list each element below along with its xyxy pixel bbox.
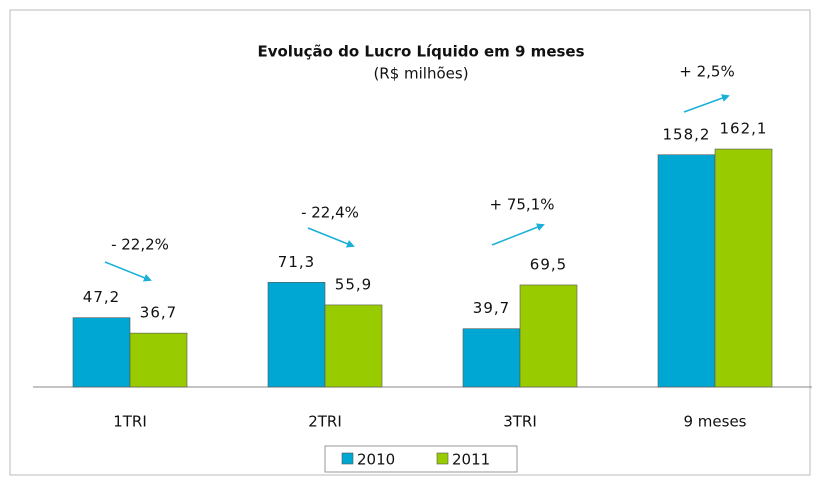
legend-box — [324, 445, 518, 473]
bar — [324, 304, 383, 388]
value-label: 162,1 — [720, 120, 768, 138]
bar — [267, 282, 326, 388]
value-label: 36,7 — [140, 304, 177, 322]
value-label: 71,3 — [278, 253, 315, 271]
bar — [462, 328, 521, 388]
arrow — [491, 223, 545, 246]
legend-swatch — [341, 452, 354, 465]
bar — [129, 332, 188, 388]
bar — [519, 284, 578, 388]
x-tick-label: 1TRI — [113, 413, 147, 431]
x-tick-label: 2TRI — [308, 413, 342, 431]
annotation: + 2,5% — [679, 63, 734, 81]
annotation: - 22,2% — [111, 236, 169, 254]
chart-frame — [9, 9, 811, 476]
bar — [714, 148, 773, 388]
bar — [657, 154, 716, 388]
chart-title: Evolução do Lucro Líquido em 9 meses — [257, 43, 584, 61]
x-tick-label: 3TRI — [503, 413, 537, 431]
value-label: 47,2 — [83, 288, 120, 306]
value-label: 55,9 — [335, 275, 372, 293]
value-label: 39,7 — [473, 299, 510, 317]
value-label: 158,2 — [663, 125, 711, 143]
value-label: 69,5 — [530, 255, 567, 273]
annotation: + 75,1% — [490, 196, 555, 214]
legend-label: 2011 — [452, 451, 490, 469]
chart-subtitle: (R$ milhões) — [373, 65, 468, 83]
arrow — [307, 227, 355, 248]
bar — [72, 317, 131, 388]
arrow — [104, 261, 152, 282]
legend-swatch — [436, 452, 449, 465]
x-tick-label: 9 meses — [683, 413, 746, 431]
arrow — [683, 94, 730, 113]
legend-label: 2010 — [357, 451, 395, 469]
arrows — [104, 94, 730, 282]
annotation: - 22,4% — [301, 204, 359, 222]
